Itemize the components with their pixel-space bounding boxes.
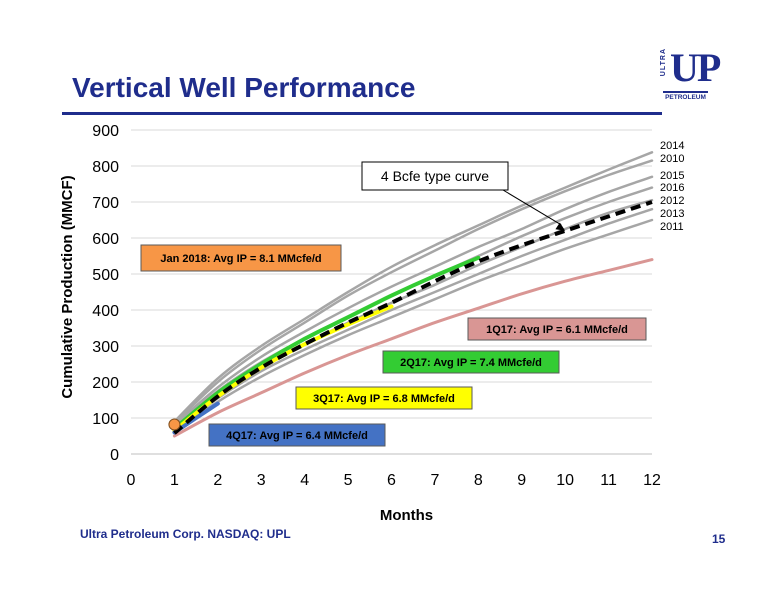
- series-line-1q17: [172, 258, 654, 438]
- annotation-text-q2-2017: 2Q17: Avg IP = 7.4 MMcfe/d: [400, 357, 542, 369]
- series-point-jan-2018: [168, 418, 181, 431]
- x-tick-label: 11: [600, 472, 617, 489]
- x-tick-label: 7: [430, 472, 439, 489]
- end-label: 2010: [660, 153, 684, 165]
- y-axis-title: Cumulative Production (MMCF): [59, 175, 76, 398]
- annotation-box-q1-2017: [467, 317, 647, 341]
- y-tick-label: 900: [92, 123, 119, 140]
- annotation-box-jan-2018: [140, 244, 342, 272]
- y-tick-label: 600: [92, 231, 119, 248]
- x-tick-label: 2: [213, 472, 222, 489]
- y-tick-label: 300: [92, 339, 119, 356]
- annotation-text-jan-2018: Jan 2018: Avg IP = 8.1 MMcfe/d: [160, 253, 321, 265]
- logo-sub-text: PETROLEUM: [663, 91, 708, 101]
- y-tick-label: 700: [92, 195, 119, 212]
- end-label: 2013: [660, 208, 684, 220]
- series-line-2011: [173, 218, 654, 434]
- grid-layer: [131, 129, 652, 455]
- x-tick-label: 10: [556, 472, 574, 489]
- series-layer: [168, 151, 654, 438]
- y-tick-label: 400: [92, 303, 119, 320]
- logo-mark: UP: [670, 45, 721, 90]
- series-line-2010: [173, 159, 654, 425]
- x-tick-label: 12: [643, 472, 661, 489]
- x-tick-label: 6: [387, 472, 396, 489]
- y-tick-label: 100: [92, 411, 119, 428]
- x-tick-label: 8: [474, 472, 483, 489]
- series-line-2014: [173, 151, 654, 423]
- annotation-box-q4-2017: [208, 423, 386, 447]
- annotation-box-q3-2017: [295, 386, 473, 410]
- annotation-text-callout: 4 Bcfe type curve: [381, 168, 489, 184]
- company-logo: ULTRA UP PETROLEUM: [660, 46, 721, 104]
- x-tick-label: 5: [344, 472, 353, 489]
- annotation-box-q2-2017: [382, 350, 560, 374]
- end-label: 2011: [660, 221, 684, 233]
- callout-arrow-head: [555, 222, 566, 231]
- y-tick-label: 200: [92, 375, 119, 392]
- end-label: 2016: [660, 182, 684, 194]
- end-label: 2014: [660, 140, 684, 152]
- y-tick-label: 0: [110, 447, 119, 464]
- y-tick-label: 800: [92, 159, 119, 176]
- end-label: 2015: [660, 170, 684, 182]
- footer-text: Ultra Petroleum Corp. NASDAQ: UPL: [80, 527, 291, 541]
- annotation-text-q4-2017: 4Q17: Avg IP = 6.4 MMcfe/d: [226, 430, 368, 442]
- series-line-2q17: [172, 255, 481, 431]
- end-label: 2012: [660, 195, 684, 207]
- annotation-text-q1-2017: 1Q17: Avg IP = 6.1 MMcfe/d: [486, 324, 628, 336]
- series-line-4-bcfe-type-curve: [173, 200, 653, 435]
- x-tick-label: 9: [517, 472, 526, 489]
- x-tick-label: 4: [300, 472, 309, 489]
- annotation-layer: 4 Bcfe type curve Jan 2018: Avg IP = 8.1 …: [140, 161, 647, 447]
- annotation-box-callout: [361, 161, 509, 191]
- page-number: 15: [712, 532, 726, 546]
- y-tick-label: 500: [92, 267, 119, 284]
- x-tick-label: 1: [170, 472, 179, 489]
- x-tick-label: 3: [257, 472, 266, 489]
- x-axis-title: Months: [380, 507, 433, 524]
- page-title: Vertical Well Performance: [72, 72, 416, 103]
- title-underline: [62, 112, 662, 115]
- annotation-text-q3-2017: 3Q17: Avg IP = 6.8 MMcfe/d: [313, 393, 455, 405]
- callout-arrow-line: [502, 189, 562, 226]
- series-line-2013: [173, 207, 654, 432]
- x-tick-label: 0: [127, 472, 136, 489]
- series-line-2015: [173, 175, 654, 427]
